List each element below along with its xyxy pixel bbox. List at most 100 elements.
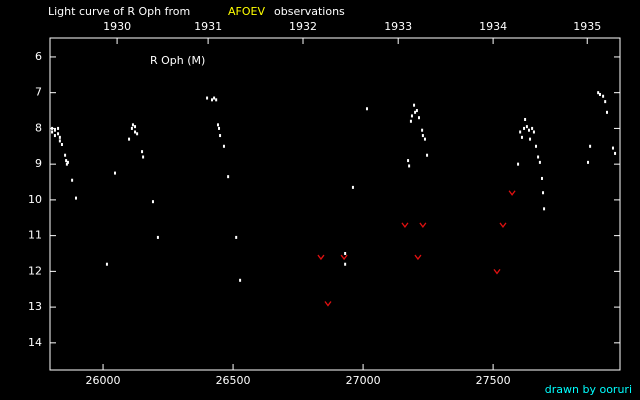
data-point	[105, 262, 108, 266]
upper-limit-mark	[324, 301, 332, 307]
data-point	[344, 251, 347, 255]
upper-limit-mark	[493, 268, 501, 275]
data-point	[114, 171, 117, 175]
data-point	[66, 160, 69, 164]
x-tick-label: 26000	[86, 374, 121, 387]
data-point	[614, 151, 617, 155]
x-tick-label: 27500	[476, 374, 511, 387]
data-point	[60, 142, 63, 146]
data-point	[587, 160, 590, 164]
data-point	[408, 164, 411, 168]
data-point	[535, 144, 538, 148]
y-tick-label: 12	[28, 264, 42, 277]
x2-tick-label: 1934	[479, 20, 507, 33]
y-tick-label: 7	[35, 86, 42, 99]
plot-frame	[49, 37, 621, 371]
data-point	[130, 126, 133, 130]
data-point	[141, 150, 144, 154]
data-point	[57, 126, 60, 130]
data-point	[611, 146, 614, 150]
data-point	[71, 178, 74, 182]
data-point	[423, 137, 426, 141]
data-point	[206, 96, 209, 100]
y-tick-label: 6	[35, 50, 42, 63]
data-point	[131, 123, 134, 127]
data-point	[239, 278, 242, 282]
upper-limit-mark	[414, 254, 422, 261]
data-point	[524, 117, 527, 121]
data-point	[605, 110, 608, 114]
y-tick-label: 8	[35, 121, 42, 134]
data-point	[537, 155, 540, 159]
data-point	[128, 137, 131, 141]
data-point	[598, 92, 601, 96]
data-point	[134, 130, 137, 134]
data-point	[410, 114, 413, 118]
upper-limit-mark	[508, 190, 516, 196]
data-point	[407, 159, 410, 163]
data-point	[409, 119, 412, 123]
data-point	[520, 135, 523, 139]
data-point	[415, 109, 418, 113]
data-point	[211, 98, 214, 102]
data-point	[219, 134, 222, 138]
chart-title-suffix: observations	[274, 5, 345, 18]
x2-tick-label: 1930	[103, 20, 131, 33]
data-point	[218, 126, 221, 130]
data-point	[142, 155, 145, 159]
credit: drawn by ooruri	[545, 383, 632, 396]
data-point	[65, 162, 68, 166]
data-point	[53, 128, 56, 132]
data-point	[414, 110, 417, 114]
data-point	[235, 235, 238, 239]
data-point	[413, 103, 416, 107]
upper-limit-mark	[401, 222, 409, 228]
data-point	[53, 134, 56, 138]
annotation: R Oph (M)	[150, 54, 205, 67]
x-tick-label: 27000	[346, 374, 381, 387]
data-point	[597, 91, 600, 95]
chart-title: Light curve of R Oph from	[48, 5, 190, 18]
upper-limit-mark	[419, 222, 427, 228]
data-point	[538, 160, 541, 164]
x2-tick-label: 1932	[289, 20, 317, 33]
data-point	[136, 132, 139, 136]
y-tick-label: 10	[28, 193, 42, 206]
upper-limit-mark	[499, 222, 507, 228]
data-point	[151, 200, 154, 204]
upper-limit-mark	[340, 254, 348, 261]
y-tick-label: 11	[28, 229, 42, 242]
y-tick-label: 14	[28, 336, 42, 349]
chart-title-source: AFOEV	[228, 5, 265, 18]
data-point	[51, 126, 54, 130]
data-point	[527, 128, 530, 132]
data-point	[215, 98, 218, 102]
x2-tick-label: 1933	[384, 20, 412, 33]
x-tick-label: 26500	[216, 374, 251, 387]
data-point	[65, 159, 68, 163]
data-point	[519, 130, 522, 134]
data-point	[525, 125, 528, 129]
data-point	[604, 100, 607, 104]
data-point	[365, 107, 368, 111]
data-point	[602, 94, 605, 98]
data-point	[523, 126, 526, 130]
data-point	[156, 235, 159, 239]
data-point	[134, 125, 137, 129]
data-point	[222, 144, 225, 148]
upper-limit-mark	[317, 254, 325, 261]
data-point	[542, 191, 545, 195]
data-point	[532, 130, 535, 134]
data-point	[426, 153, 429, 157]
data-point	[75, 196, 78, 200]
data-point	[344, 262, 347, 266]
data-point	[64, 153, 67, 157]
data-point	[531, 126, 534, 130]
data-point	[213, 96, 216, 100]
x2-tick-label: 1931	[194, 20, 222, 33]
data-point	[57, 132, 60, 136]
data-point	[51, 130, 54, 134]
data-point	[589, 144, 592, 148]
